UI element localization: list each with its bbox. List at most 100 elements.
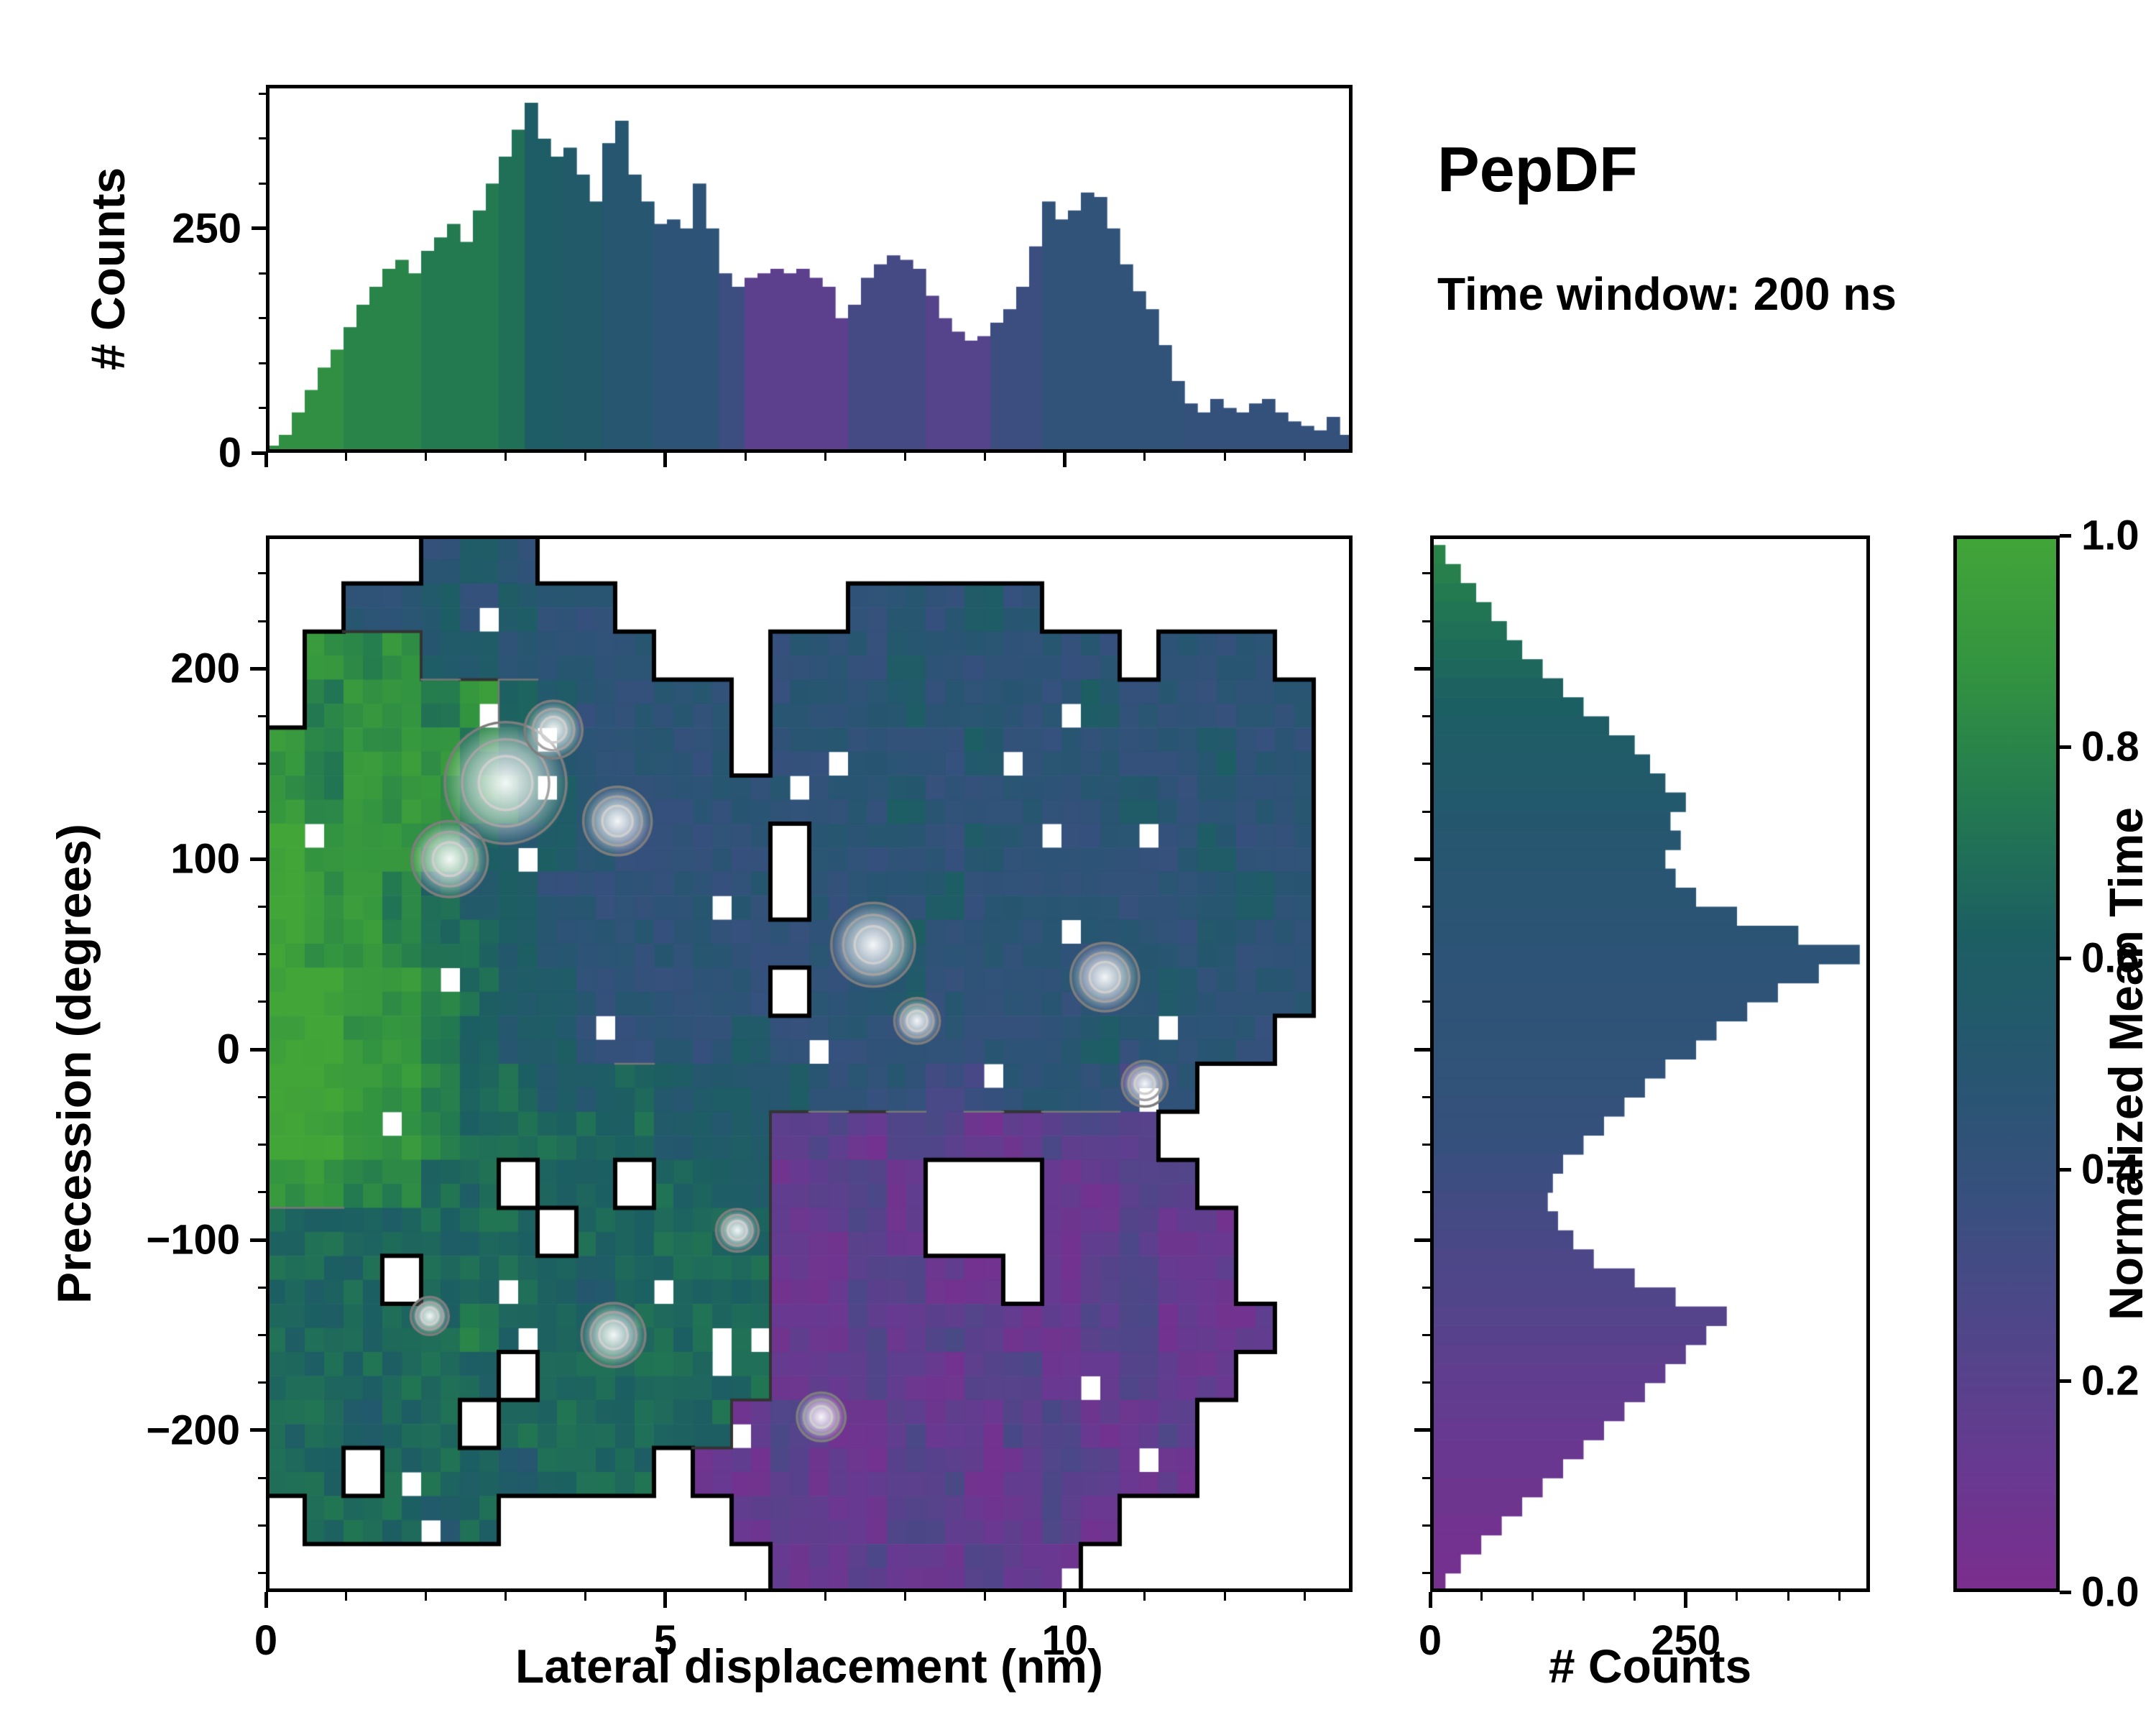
tick-label: 250: [172, 205, 241, 252]
axis-tick: [258, 1333, 266, 1336]
axis-tick: [250, 666, 266, 671]
axis-tick: [258, 715, 266, 718]
axis-tick: [1422, 572, 1430, 575]
axis-tick: [1414, 666, 1430, 671]
tick-label: −100: [146, 1216, 240, 1264]
axis-tick: [1063, 453, 1067, 467]
axis-tick: [1303, 1592, 1306, 1601]
axis-tick: [344, 1592, 347, 1601]
axis-tick: [1736, 1592, 1738, 1601]
axis-tick: [1684, 1592, 1688, 1608]
main-ylabel: Precession (degrees): [47, 824, 101, 1304]
axis-tick: [1787, 1592, 1789, 1601]
top-ylabel: # Counts: [81, 167, 134, 371]
axis-tick: [258, 572, 266, 575]
tick-label: 0.6: [2081, 934, 2139, 982]
main-heatmap-canvas: [266, 535, 1353, 1592]
axis-tick: [1223, 453, 1226, 461]
tick-label: 100: [170, 835, 240, 883]
tick-label: 0.8: [2081, 723, 2139, 770]
tick-label: 1.0: [2081, 512, 2139, 559]
axis-tick: [1414, 857, 1430, 861]
colorbar-gradient: [1953, 535, 2060, 1592]
axis-tick: [258, 1191, 266, 1194]
axis-tick: [2060, 1379, 2071, 1383]
axis-tick: [1422, 1095, 1430, 1098]
axis-tick: [1582, 1592, 1585, 1601]
axis-tick: [1303, 453, 1306, 461]
page-title: PepDF: [1437, 134, 1638, 205]
axis-tick: [505, 1592, 507, 1601]
axis-tick: [1422, 1476, 1430, 1479]
tick-label: 250: [1651, 1617, 1721, 1664]
axis-tick: [1422, 810, 1430, 813]
axis-tick: [505, 453, 507, 461]
axis-tick: [1634, 1592, 1636, 1601]
axis-tick: [424, 453, 427, 461]
axis-tick: [250, 1428, 266, 1432]
axis-tick: [1414, 1238, 1430, 1242]
axis-tick: [250, 1238, 266, 1242]
axis-tick: [258, 1524, 266, 1527]
axis-tick: [1063, 1592, 1067, 1608]
axis-tick: [824, 1592, 826, 1601]
axis-tick: [2060, 745, 2071, 749]
axis-tick: [258, 1144, 266, 1146]
colorbar-label: Normalized Mean Time: [2099, 807, 2152, 1320]
axis-tick: [258, 1381, 266, 1384]
axis-tick: [258, 810, 266, 813]
tick-label: 5: [653, 1617, 678, 1664]
axis-tick: [984, 1592, 987, 1601]
axis-tick: [744, 453, 747, 461]
axis-tick: [903, 1592, 906, 1601]
axis-tick: [258, 1476, 266, 1479]
axis-tick: [259, 182, 266, 185]
axis-tick: [252, 451, 266, 455]
axis-tick: [1838, 1592, 1841, 1601]
axis-tick: [1428, 1592, 1432, 1608]
axis-tick: [259, 407, 266, 410]
axis-tick: [1422, 953, 1430, 956]
tick-label: 0.0: [2081, 1568, 2139, 1616]
axis-tick: [250, 1047, 266, 1052]
main-xlabel: Lateral displacement (nm): [515, 1639, 1103, 1693]
axis-tick: [259, 92, 266, 95]
tick-label: 200: [170, 645, 240, 692]
axis-tick: [1143, 453, 1146, 461]
axis-tick: [258, 1572, 266, 1574]
axis-tick: [1422, 1191, 1430, 1194]
axis-tick: [2060, 956, 2071, 960]
tick-label: 0: [1418, 1617, 1442, 1664]
axis-tick: [824, 453, 826, 461]
axis-tick: [1422, 1000, 1430, 1003]
axis-tick: [259, 137, 266, 140]
axis-tick: [258, 1000, 266, 1003]
axis-tick: [1223, 1592, 1226, 1601]
top-histogram-canvas: [266, 85, 1353, 453]
axis-tick: [264, 1592, 268, 1608]
axis-tick: [259, 362, 266, 364]
axis-tick: [258, 1095, 266, 1098]
tick-label: 10: [1041, 1617, 1089, 1664]
right-xlabel: # Counts: [1548, 1639, 1752, 1693]
axis-tick: [1422, 715, 1430, 718]
axis-tick: [2060, 1590, 2071, 1594]
axis-tick: [903, 453, 906, 461]
axis-tick: [2060, 533, 2071, 538]
axis-tick: [2060, 1167, 2071, 1172]
axis-tick: [259, 317, 266, 320]
axis-tick: [584, 453, 587, 461]
axis-tick: [663, 1592, 668, 1608]
axis-tick: [1422, 905, 1430, 908]
axis-tick: [344, 453, 347, 461]
axis-tick: [1422, 1381, 1430, 1384]
axis-tick: [264, 453, 268, 467]
axis-tick: [1422, 1286, 1430, 1289]
axis-tick: [252, 226, 266, 231]
right-histogram-canvas: [1430, 535, 1870, 1592]
axis-tick: [258, 953, 266, 956]
axis-tick: [258, 1286, 266, 1289]
time-window-subtitle: Time window: 200 ns: [1437, 268, 1897, 320]
axis-tick: [744, 1592, 747, 1601]
